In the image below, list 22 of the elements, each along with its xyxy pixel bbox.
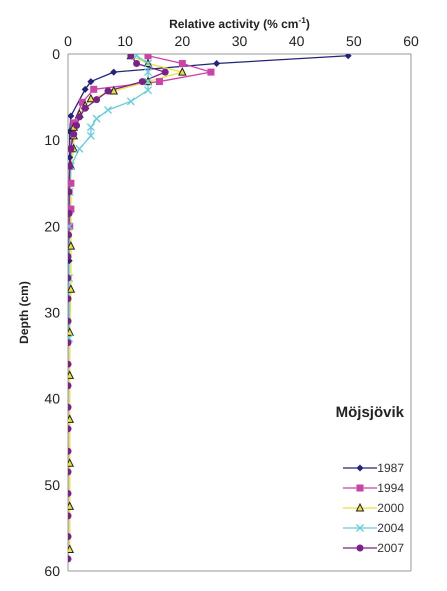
x-axis-title: Relative activity (% cm$^{-1}$) [169,15,310,31]
y-tick-label: 50 [44,476,60,493]
x-tick-label: 40 [288,33,305,49]
x-tick-label: 10 [117,33,134,49]
y-tick-label: 10 [44,132,60,148]
legend-label: 1987 [377,461,404,475]
y-tick-label: 60 [44,562,60,579]
legend-title: Möjsjövik [336,404,404,421]
y-tick-label: 30 [44,304,60,320]
legend-label: 2007 [377,541,404,555]
x-tick-label: 0 [64,33,72,49]
x-tick-label: 20 [174,33,190,49]
legend-label: 1994 [377,481,404,495]
y-tick-label: 0 [52,46,60,62]
legend-label: 2000 [377,501,404,515]
y-axis-title: Depth (cm) [17,281,31,344]
x-tick-label: 60 [403,33,419,49]
x-tick-label: 50 [346,33,362,49]
legend-label: 2004 [377,521,404,535]
y-tick-label: 40 [44,390,60,407]
y-tick-label: 20 [44,218,60,234]
x-tick-label: 30 [232,33,248,49]
